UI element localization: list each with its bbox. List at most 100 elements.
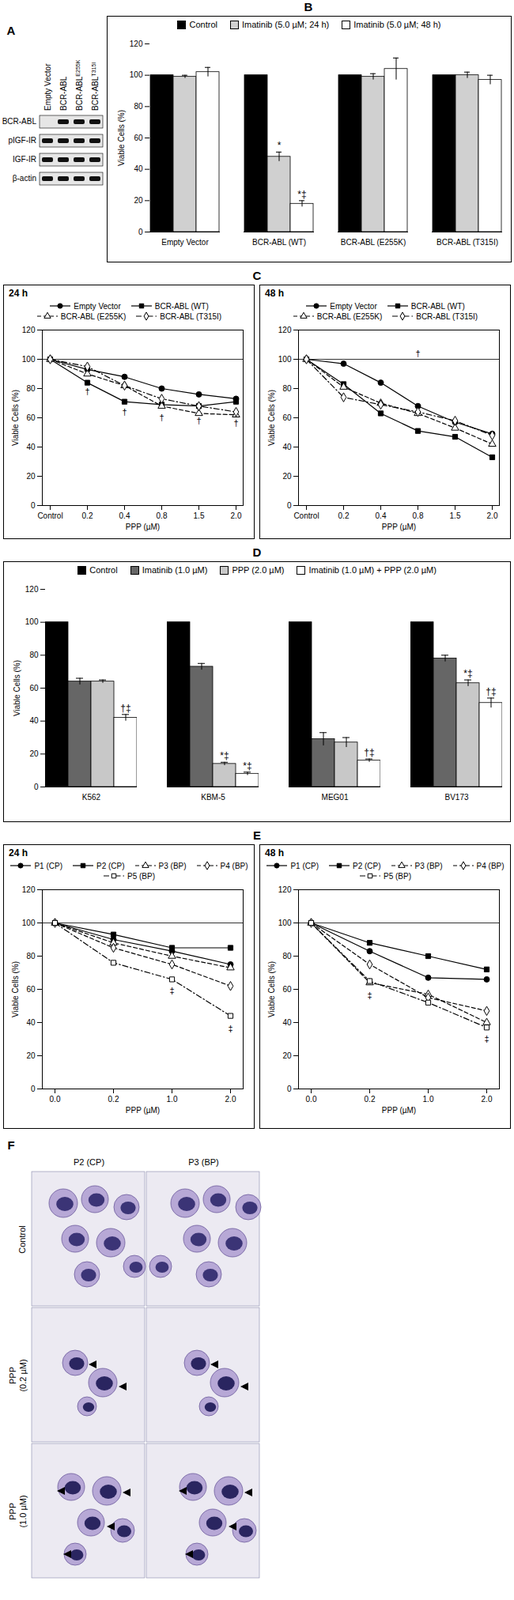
svg-text:100: 100 <box>22 918 36 928</box>
svg-text:BCR-ABL (T315I): BCR-ABL (T315I) <box>436 238 499 247</box>
svg-text:0.2: 0.2 <box>108 1095 120 1104</box>
svg-text:100: 100 <box>22 355 36 364</box>
svg-text:80: 80 <box>282 384 292 394</box>
svg-text:‡: ‡ <box>169 986 174 996</box>
svg-text:†: † <box>233 418 239 428</box>
svg-text:20: 20 <box>133 196 144 205</box>
svg-text:60: 60 <box>282 413 292 423</box>
svg-text:†: † <box>84 386 90 397</box>
svg-text:2.0: 2.0 <box>230 511 242 521</box>
svg-text:40: 40 <box>282 1018 292 1028</box>
svg-text:BV173: BV173 <box>444 793 469 802</box>
svg-text:BCR-ABL (E255K): BCR-ABL (E255K) <box>340 238 406 247</box>
svg-text:120: 120 <box>278 885 292 895</box>
svg-text:0.8: 0.8 <box>412 511 424 521</box>
svg-text:0: 0 <box>30 1084 36 1094</box>
svg-text:2.0: 2.0 <box>225 1095 237 1104</box>
svg-text:60: 60 <box>26 985 36 994</box>
svg-text:*‡: *‡ <box>463 668 473 680</box>
svg-text:0: 0 <box>138 227 144 237</box>
svg-text:1.0: 1.0 <box>166 1095 178 1104</box>
svg-text:100: 100 <box>129 70 144 80</box>
svg-text:40: 40 <box>26 1018 36 1028</box>
svg-text:BCR-ABLE255K: BCR-ABLE255K <box>75 59 85 111</box>
svg-text:*‡: *‡ <box>219 750 229 762</box>
svg-text:0.8: 0.8 <box>156 511 168 521</box>
svg-text:†‡: †‡ <box>363 747 375 759</box>
svg-text:Empty Vector: Empty Vector <box>43 63 53 111</box>
svg-text:Viable Cells (%): Viable Cells (%) <box>117 109 126 167</box>
svg-text:80: 80 <box>29 650 39 660</box>
svg-text:20: 20 <box>26 472 36 481</box>
svg-text:‡: ‡ <box>483 1034 489 1044</box>
svg-text:40: 40 <box>282 442 292 452</box>
svg-text:Viable Cells (%): Viable Cells (%) <box>11 961 20 1018</box>
svg-text:80: 80 <box>133 102 144 111</box>
svg-text:†‡: †‡ <box>485 686 496 698</box>
svg-text:0: 0 <box>34 782 39 792</box>
svg-text:120: 120 <box>22 325 36 335</box>
svg-text:K562: K562 <box>82 793 102 802</box>
svg-text:0: 0 <box>287 501 292 511</box>
svg-text:Viable Cells (%): Viable Cells (%) <box>12 660 22 717</box>
svg-text:P3 (BP): P3 (BP) <box>188 1157 220 1168</box>
svg-text:MEG01: MEG01 <box>321 793 349 802</box>
svg-text:Viable Cells (%): Viable Cells (%) <box>11 389 20 446</box>
svg-text:40: 40 <box>133 164 144 174</box>
svg-text:120: 120 <box>25 585 39 594</box>
svg-text:100: 100 <box>278 918 292 928</box>
svg-text:120: 120 <box>129 39 144 49</box>
svg-text:PPP (µM): PPP (µM) <box>125 522 160 532</box>
svg-text:P2 (CP): P2 (CP) <box>73 1157 105 1168</box>
svg-text:80: 80 <box>26 952 36 961</box>
svg-text:pIGF-IR: pIGF-IR <box>7 136 37 145</box>
svg-text:Control: Control <box>293 511 319 521</box>
svg-text:†: † <box>415 348 420 359</box>
svg-text:120: 120 <box>22 885 36 895</box>
svg-text:Control: Control <box>17 1225 27 1254</box>
svg-text:1.5: 1.5 <box>449 511 462 521</box>
svg-text:2.0: 2.0 <box>481 1095 493 1104</box>
svg-text:20: 20 <box>29 749 39 759</box>
svg-text:0.4: 0.4 <box>375 511 387 521</box>
svg-text:40: 40 <box>29 716 39 726</box>
svg-text:BCR-ABL: BCR-ABL <box>2 117 38 126</box>
svg-text:20: 20 <box>282 1051 292 1061</box>
svg-text:BCR-ABLT315I: BCR-ABLT315I <box>90 62 101 111</box>
svg-text:120: 120 <box>278 325 292 335</box>
svg-text:1.5: 1.5 <box>193 511 205 521</box>
svg-text:1.0: 1.0 <box>423 1095 435 1104</box>
svg-text:BCR-ABL (WT): BCR-ABL (WT) <box>252 238 307 247</box>
svg-text:*: * <box>277 139 282 152</box>
svg-text:β-actin: β-actin <box>12 173 37 183</box>
svg-text:100: 100 <box>278 355 292 364</box>
svg-text:Control: Control <box>37 511 63 521</box>
svg-text:BCR-ABL: BCR-ABL <box>59 75 69 111</box>
svg-text:PPP (µM): PPP (µM) <box>381 522 416 532</box>
svg-text:*‡: *‡ <box>297 188 307 201</box>
svg-text:‡: ‡ <box>227 1024 233 1034</box>
svg-text:60: 60 <box>133 133 144 143</box>
svg-text:Viable Cells (%): Viable Cells (%) <box>267 961 276 1018</box>
svg-text:60: 60 <box>29 684 39 693</box>
svg-text:Viable Cells (%): Viable Cells (%) <box>267 389 276 446</box>
svg-text:20: 20 <box>282 472 292 481</box>
svg-text:†: † <box>196 415 201 426</box>
svg-text:†‡: †‡ <box>120 702 131 715</box>
svg-text:100: 100 <box>25 617 39 627</box>
svg-text:60: 60 <box>26 413 36 423</box>
svg-text:2.0: 2.0 <box>487 511 499 521</box>
svg-text:KBM-5: KBM-5 <box>200 793 226 802</box>
svg-text:Empty Vector: Empty Vector <box>161 238 209 247</box>
svg-text:0.0: 0.0 <box>306 1095 318 1104</box>
svg-text:PPP(0.2 µM): PPP(0.2 µM) <box>7 1359 28 1392</box>
svg-text:IGF-IR: IGF-IR <box>12 154 37 164</box>
svg-text:0.0: 0.0 <box>49 1095 61 1104</box>
svg-text:0.2: 0.2 <box>364 1095 376 1104</box>
svg-text:80: 80 <box>282 952 292 961</box>
svg-text:PPP (µM): PPP (µM) <box>381 1106 416 1115</box>
svg-text:0: 0 <box>287 1084 292 1094</box>
svg-text:0: 0 <box>30 501 36 511</box>
svg-text:20: 20 <box>26 1051 36 1061</box>
svg-text:PPP (µM): PPP (µM) <box>125 1106 160 1115</box>
